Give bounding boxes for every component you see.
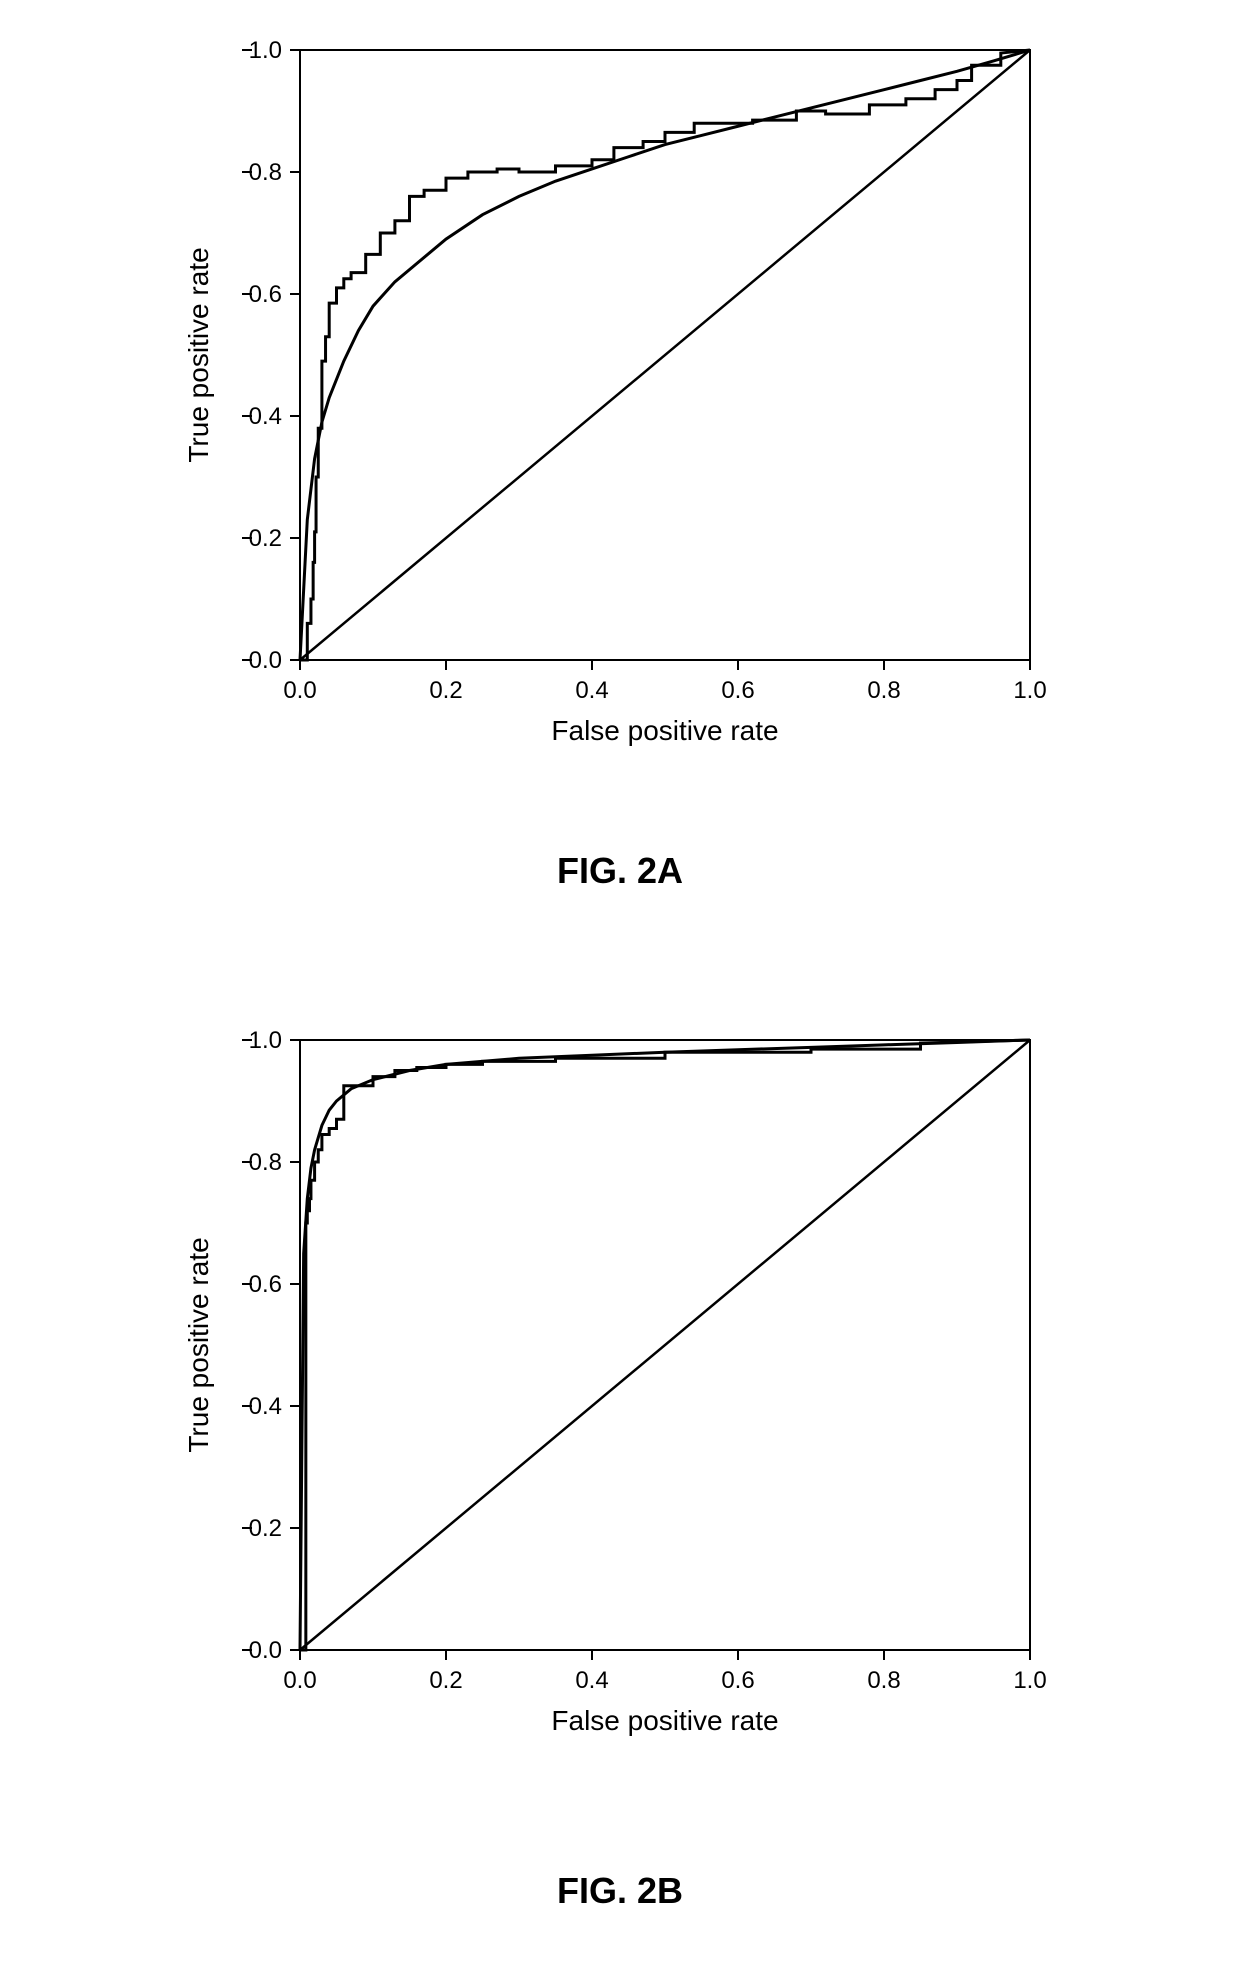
y-tick-label: 0.2	[249, 1515, 282, 1542]
diagonal-reference-line	[300, 1040, 1030, 1650]
roc-chart-b: 0.0 0.2 0.4 0.6 0.8 1.0 0.0 0.2 0.4 0.6 0.8 1.0 Fals…	[170, 1010, 1070, 1770]
x-tick-label: 0.2	[429, 1667, 462, 1694]
y-tick-label: 0.8	[249, 159, 282, 186]
x-tick-label: 0.6	[721, 1667, 754, 1694]
y-tick-label: 0.0	[249, 1637, 282, 1664]
y-tick-label: 0.4	[249, 403, 282, 430]
y-tick-label: 1.0	[249, 37, 282, 64]
x-tick-label: 1.0	[1013, 677, 1046, 704]
y-tick-label: 0.4	[249, 1393, 282, 1420]
page: 0.0 0.2 0.4 0.6 0.8 1.0 0.0 0.2 0.4 0.6 0.8 1.0 Fals…	[0, 0, 1240, 1977]
x-tick-label: 1.0	[1013, 1667, 1046, 1694]
x-tick-label: 0.0	[283, 677, 316, 704]
y-tick-label: 0.6	[249, 281, 282, 308]
y-axis-label: True positive rate	[183, 247, 214, 462]
x-tick-label: 0.8	[867, 677, 900, 704]
x-tick-label: 0.6	[721, 677, 754, 704]
y-tick-label: 1.0	[249, 1027, 282, 1054]
x-tick-label: 0.4	[575, 1667, 608, 1694]
roc-chart-a: 0.0 0.2 0.4 0.6 0.8 1.0 0.0 0.2 0.4 0.6 0.8 1.0 Fals…	[170, 20, 1070, 780]
roc-svg-b: 0.0 0.2 0.4 0.6 0.8 1.0 0.0 0.2 0.4 0.6 0.8 1.0 Fals…	[170, 1010, 1070, 1770]
x-tick-label: 0.8	[867, 1667, 900, 1694]
y-tick-label: 0.0	[249, 647, 282, 674]
y-tick-label: 0.8	[249, 1149, 282, 1176]
y-tick-label: 0.2	[249, 525, 282, 552]
roc-svg-a: 0.0 0.2 0.4 0.6 0.8 1.0 0.0 0.2 0.4 0.6 0.8 1.0 Fals…	[170, 20, 1070, 780]
x-axis-label: False positive rate	[551, 715, 778, 746]
figure-caption-b: FIG. 2B	[557, 1870, 683, 1912]
x-axis-label: False positive rate	[551, 1705, 778, 1736]
y-axis-label: True positive rate	[183, 1237, 214, 1452]
x-tick-label: 0.4	[575, 677, 608, 704]
figure-caption-a: FIG. 2A	[557, 850, 683, 892]
y-tick-label: 0.6	[249, 1271, 282, 1298]
x-tick-label: 0.0	[283, 1667, 316, 1694]
x-tick-label: 0.2	[429, 677, 462, 704]
